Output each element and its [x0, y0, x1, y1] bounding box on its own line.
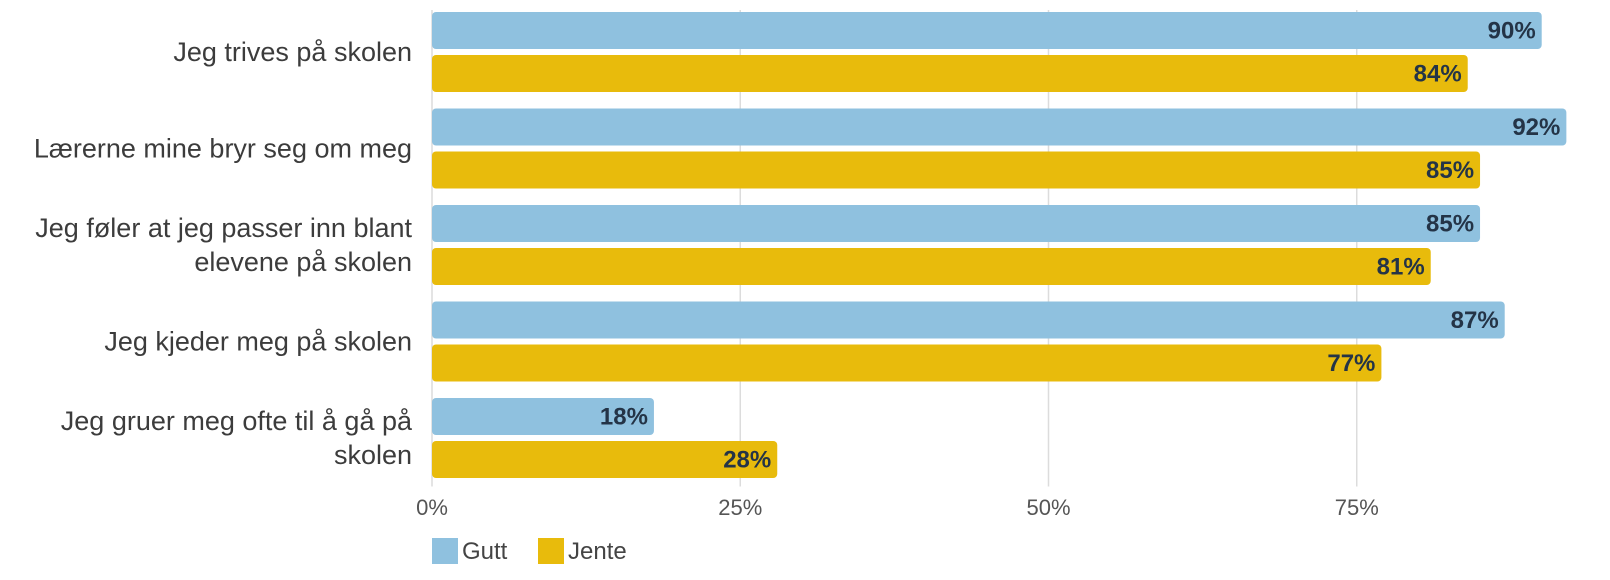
data-label: 85%	[1426, 157, 1474, 184]
category-label: Lærerne mine bryr seg om meg	[34, 134, 412, 164]
bars: 90%84%92%85%85%81%87%77%18%28%	[432, 12, 1566, 478]
category-label: Jeg kjeder meg på skolen	[104, 327, 412, 357]
data-label: 90%	[1488, 18, 1536, 45]
x-axis-ticks: 0% 25% 50% 75%	[416, 495, 1379, 520]
data-label: 77%	[1327, 350, 1375, 377]
bar-gutt	[432, 12, 1542, 49]
bar-jente	[432, 345, 1381, 382]
x-tick-label: 0%	[416, 495, 448, 520]
legend-swatch	[432, 538, 458, 564]
legend-item-jente: Jente	[568, 538, 627, 565]
x-tick-label: 50%	[1026, 495, 1070, 520]
data-label: 85%	[1426, 211, 1474, 238]
bar-gutt	[432, 302, 1505, 339]
data-label: 81%	[1377, 254, 1425, 281]
legend-swatch	[538, 538, 564, 564]
category-label: skolen	[334, 440, 412, 470]
category-label: Jeg trives på skolen	[173, 37, 412, 67]
category-label: elevene på skolen	[194, 247, 412, 277]
x-tick-label: 25%	[718, 495, 762, 520]
legend-item-gutt: Gutt	[462, 538, 508, 565]
bar-gutt	[432, 205, 1480, 242]
data-label: 18%	[600, 404, 648, 431]
x-tick-label: 75%	[1335, 495, 1379, 520]
data-label: 87%	[1451, 307, 1499, 334]
bar-jente	[432, 55, 1468, 92]
bar-jente	[432, 248, 1431, 285]
category-label: Jeg gruer meg ofte til å gå på	[61, 406, 413, 436]
data-label: 84%	[1414, 61, 1462, 88]
category-labels: Jeg trives på skolen Lærerne mine bryr se…	[34, 37, 413, 470]
data-label: 28%	[723, 447, 771, 474]
category-label: Jeg føler at jeg passer inn blant	[35, 213, 412, 243]
data-label: 92%	[1512, 114, 1560, 141]
legend: Gutt Jente	[432, 538, 627, 565]
bar-gutt	[432, 109, 1566, 146]
bar-jente	[432, 152, 1480, 189]
